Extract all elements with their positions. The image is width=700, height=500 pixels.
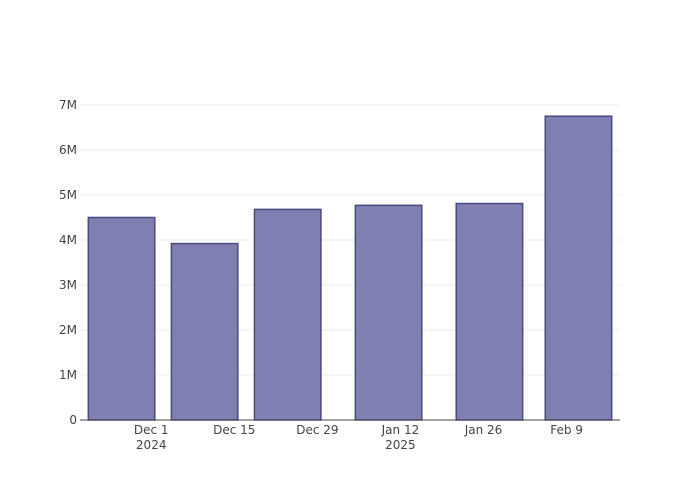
x-tick-label: Dec 1 2024 bbox=[134, 423, 169, 452]
x-tick-label: Feb 9 bbox=[550, 423, 583, 437]
y-tick-label: 6M bbox=[59, 143, 77, 157]
bar bbox=[253, 208, 322, 421]
bar bbox=[455, 202, 524, 421]
y-tick-label: 2M bbox=[59, 323, 77, 337]
x-tick-label: Dec 29 bbox=[296, 423, 338, 437]
y-tick-label: 7M bbox=[59, 98, 77, 112]
bar bbox=[544, 115, 613, 421]
bar bbox=[87, 216, 156, 421]
y-tick-label: 3M bbox=[59, 278, 77, 292]
y-tick-label: 4M bbox=[59, 233, 77, 247]
x-tick-label: Jan 26 bbox=[464, 423, 503, 437]
x-tick-label: Jan 12 2025 bbox=[381, 423, 420, 452]
x-tick-label: Dec 15 bbox=[213, 423, 255, 437]
y-tick-label: 1M bbox=[59, 368, 77, 382]
bar bbox=[354, 204, 423, 421]
y-tick-label: 5M bbox=[59, 188, 77, 202]
bar bbox=[170, 242, 239, 421]
y-tick-label: 0 bbox=[69, 413, 77, 427]
